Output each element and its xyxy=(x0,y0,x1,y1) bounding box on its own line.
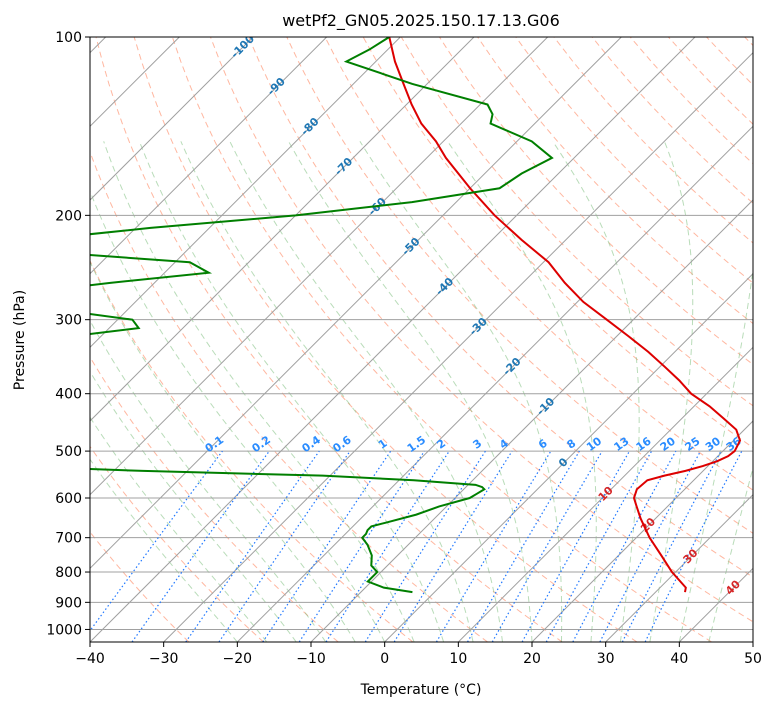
mixing-ratio-line xyxy=(364,450,486,642)
dewpoint-profile xyxy=(90,37,554,594)
mixing-ratio-line xyxy=(90,450,223,632)
x-tick-label: −40 xyxy=(75,651,105,667)
y-tick-label: 900 xyxy=(55,595,82,611)
moist-adiabat xyxy=(649,141,694,642)
dry-adiabat xyxy=(90,150,488,642)
dry-adiabat xyxy=(171,37,712,642)
mixing-ratio-label: 0.6 xyxy=(330,433,354,455)
mixing-ratio-label: 0.4 xyxy=(300,433,324,455)
mixing-ratio-line xyxy=(521,450,631,642)
x-tick-label: 20 xyxy=(523,651,541,667)
dry-adiabat xyxy=(286,37,753,534)
moist-adiabat xyxy=(447,141,597,642)
dry-adiabat xyxy=(553,37,753,244)
isotherm-line xyxy=(605,493,753,642)
moist-adiabat xyxy=(90,370,297,642)
mixing-ratio-label: 0.2 xyxy=(250,433,273,455)
y-tick-label: 400 xyxy=(55,387,82,403)
x-tick-label: −30 xyxy=(149,651,179,667)
y-tick-label: 200 xyxy=(55,208,82,224)
dry-adiabat xyxy=(90,259,414,642)
isotherm-label: -100 xyxy=(228,32,257,61)
y-tick-label: 500 xyxy=(55,444,82,460)
y-tick-label: 800 xyxy=(55,565,82,581)
mixing-ratio-line xyxy=(393,450,513,642)
dry-adiabat xyxy=(591,37,753,204)
mixing-ratio-label: 1.5 xyxy=(405,433,428,455)
plot-frame xyxy=(89,36,754,643)
x-tick-label: 30 xyxy=(597,651,615,667)
mixing-ratio-label: 3 xyxy=(471,437,485,452)
dry-adiabat xyxy=(515,37,753,284)
moist-adiabat xyxy=(90,416,268,642)
mixing-ratio-line xyxy=(185,450,320,642)
plot-area: 0.1 0.2 0.4 0.6 1 1.5 2 3 4 6 8 10 13 16 20 25 30 36-100-… xyxy=(90,32,753,642)
isotherm-line xyxy=(90,37,622,570)
isotherm-line xyxy=(236,125,753,642)
dry-adiabat xyxy=(90,445,264,642)
isotherm-line xyxy=(90,37,254,201)
y-tick-label: 700 xyxy=(55,531,82,547)
mixing-ratio-line xyxy=(218,450,351,642)
moist-adiabat xyxy=(678,265,753,642)
isotherm-line xyxy=(531,420,753,642)
dry-adiabat xyxy=(706,37,753,86)
mixing-ratio-line xyxy=(572,450,677,642)
isotherm-line xyxy=(163,51,753,642)
x-tick-label: 10 xyxy=(449,651,467,667)
chart-title: wetPf2_GN05.2025.150.17.13.G06 xyxy=(282,11,560,31)
y-tick-label: 600 xyxy=(55,491,82,507)
dry-adiabat xyxy=(133,37,638,642)
dry-adiabat xyxy=(248,37,753,578)
moist-adiabat xyxy=(552,141,640,642)
isotherm-line xyxy=(384,272,753,642)
isotherm-line xyxy=(90,37,475,422)
mixing-ratio-line xyxy=(298,450,425,642)
y-tick-label: 300 xyxy=(55,313,82,329)
dry-adiabat xyxy=(90,531,190,642)
isotherm-line xyxy=(752,641,753,642)
mixing-ratio-line xyxy=(131,450,270,642)
isotherm-line xyxy=(90,37,549,496)
isotherm-label: 10 xyxy=(596,484,616,504)
dry-adiabat xyxy=(324,37,753,491)
y-tick-label: 100 xyxy=(55,30,82,46)
x-tick-label: −20 xyxy=(223,651,253,667)
x-tick-label: −10 xyxy=(296,651,326,667)
mixing-ratio-line xyxy=(262,450,392,642)
mixing-ratio-label: 6 xyxy=(536,437,550,452)
y-axis-label: Pressure (hPa) xyxy=(12,290,28,390)
dry-adiabat xyxy=(744,37,753,47)
isotherm-line xyxy=(90,37,696,642)
x-tick-label: 40 xyxy=(670,651,688,667)
isotherm-line xyxy=(90,37,401,349)
mixing-ratio-line xyxy=(644,450,743,642)
dry-adiabat xyxy=(668,37,753,125)
mixing-ratio-line xyxy=(325,450,450,642)
mixing-ratio-label: 1 xyxy=(376,437,390,452)
moist-adiabat xyxy=(708,466,753,642)
x-tick-label: 50 xyxy=(744,651,762,667)
mixing-ratio-line xyxy=(545,450,653,642)
mixing-ratio-label: 8 xyxy=(565,437,579,452)
moist-adiabat xyxy=(359,141,563,642)
isotherm-line xyxy=(457,346,753,642)
temperature-profile xyxy=(388,37,742,593)
dry-adiabat xyxy=(95,37,563,642)
isotherm-line xyxy=(310,199,753,642)
dry-adiabat xyxy=(90,356,339,642)
x-tick-label: 0 xyxy=(380,651,389,667)
axes: −40 −30 −20 −10 0 10 20 30 40 5010020030040050060… xyxy=(46,30,762,667)
mixing-ratio-line xyxy=(466,450,580,642)
y-tick-label: 1000 xyxy=(46,622,82,638)
isotherm-line xyxy=(90,37,328,275)
dry-adiabat xyxy=(210,37,753,623)
x-axis-label: Temperature (°C) xyxy=(360,682,482,698)
